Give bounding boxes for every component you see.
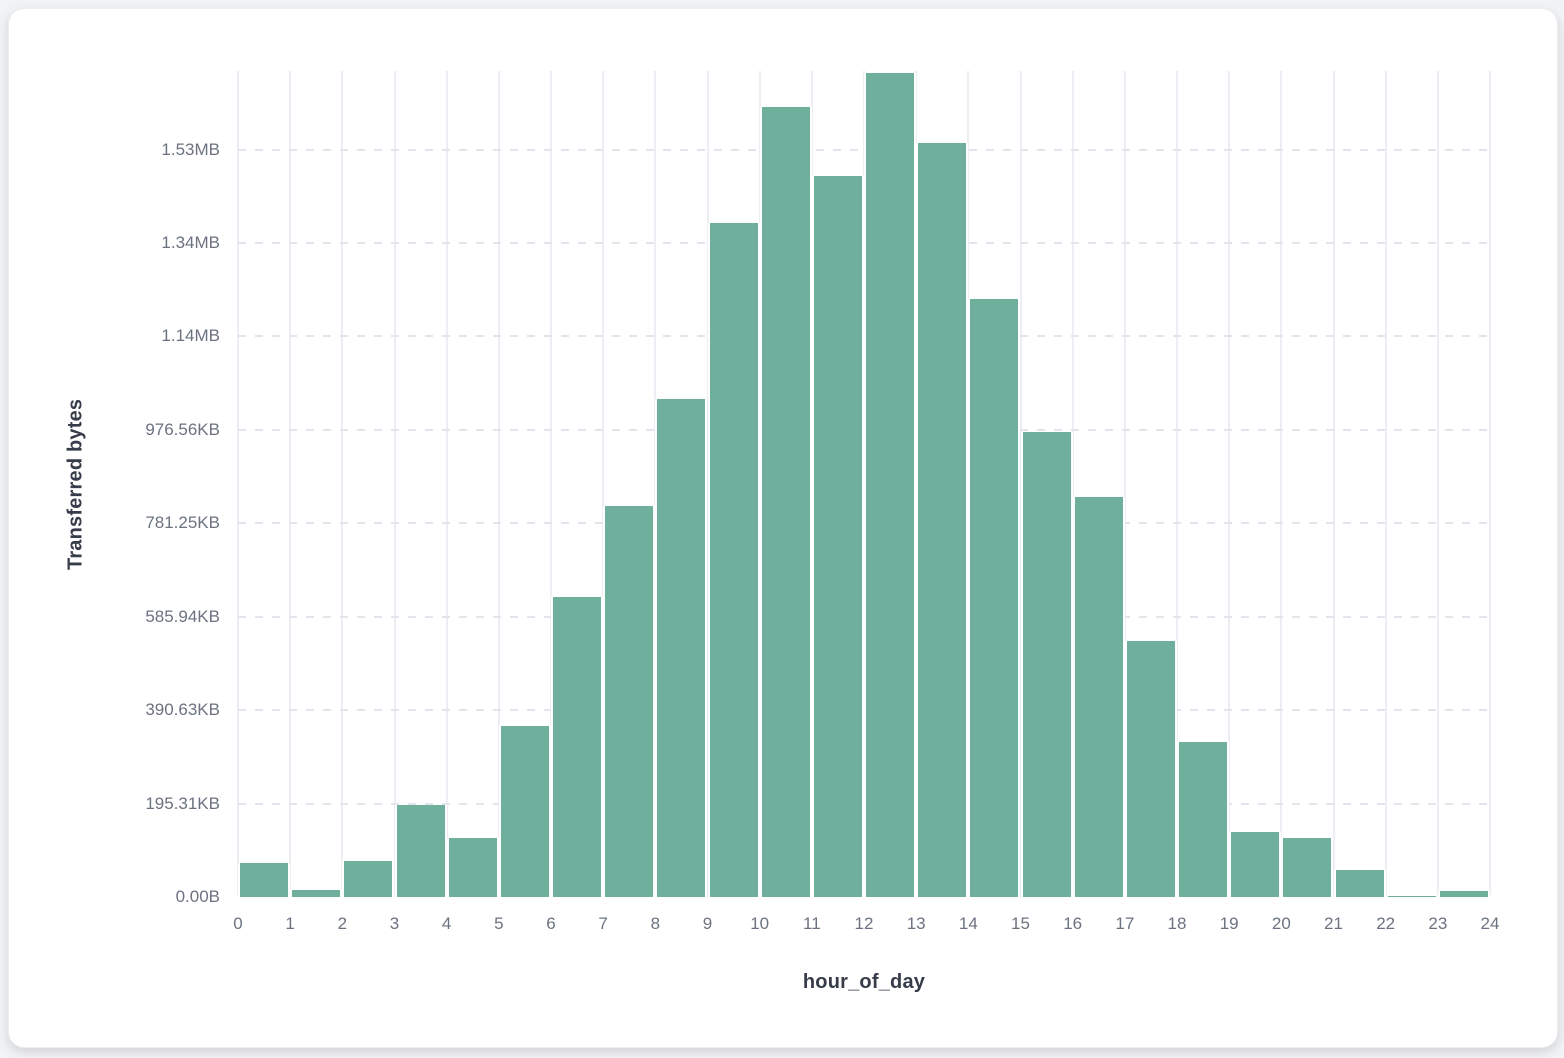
histogram-bar-hour-3[interactable] xyxy=(394,805,447,897)
y-tick-label: 390.63KB xyxy=(145,700,220,720)
histogram-bar-hour-17[interactable] xyxy=(1124,641,1177,897)
y-tick-label: 1.53MB xyxy=(161,139,220,159)
vertical-gridline xyxy=(497,71,500,897)
histogram-bar-hour-5[interactable] xyxy=(498,725,551,897)
y-axis-labels: 0.00B 195.31KB 390.63KB 585.94KB 781.25KB 976… xyxy=(9,71,220,907)
histogram-bar-hour-14[interactable] xyxy=(968,299,1021,897)
x-tick-label: 1 xyxy=(285,914,295,933)
x-tick-label: 7 xyxy=(598,914,608,933)
x-tick-label: 19 xyxy=(1219,914,1239,933)
vertical-gridline xyxy=(1489,71,1491,897)
vertical-gridline xyxy=(341,71,344,897)
vertical-gridline xyxy=(1071,71,1074,897)
histogram-bar-hour-11[interactable] xyxy=(811,175,864,897)
x-tick-label: 17 xyxy=(1115,914,1135,933)
histogram-bar-hour-0[interactable] xyxy=(238,863,291,897)
y-tick-label: 1.14MB xyxy=(161,326,220,346)
histogram-bar-hour-21[interactable] xyxy=(1333,870,1386,897)
x-axis-labels: 0 1 2 3 4 5 6 7 8 9 10 11 12 13 14 15 16 17 18 19 20 21 22 23 24 xyxy=(233,911,1499,937)
histogram-bar-hour-15[interactable] xyxy=(1020,432,1073,897)
histogram-bar-hour-22[interactable] xyxy=(1385,895,1438,897)
y-tick-label: 1.34MB xyxy=(161,232,220,252)
x-tick-label: 24 xyxy=(1480,914,1500,933)
x-tick-label: 9 xyxy=(702,914,713,933)
histogram-bar-hour-16[interactable] xyxy=(1072,496,1125,897)
histogram-bar-hour-10[interactable] xyxy=(759,107,812,897)
vertical-gridline xyxy=(1176,71,1178,897)
x-tick-label: 15 xyxy=(1011,914,1030,933)
vertical-gridline xyxy=(237,71,239,897)
histogram-bar-hour-9[interactable] xyxy=(707,222,760,897)
y-tick-label: 585.94KB xyxy=(145,606,220,626)
x-tick-label: 2 xyxy=(337,914,348,933)
histogram-bar-hour-13[interactable] xyxy=(916,143,969,897)
histogram-bar-hour-12[interactable] xyxy=(864,73,917,897)
histogram-bar-hour-6[interactable] xyxy=(551,596,604,897)
x-tick-label: 23 xyxy=(1428,914,1448,933)
chart-card: Transferred bytes 0.00B 195.31KB 390.63KB 5… xyxy=(8,8,1558,1048)
x-axis-title: hour_of_day xyxy=(802,971,926,993)
vertical-gridline xyxy=(393,71,396,897)
vertical-gridline xyxy=(550,71,552,897)
y-tick-label: 781.25KB xyxy=(145,513,220,533)
x-tick-label: 14 xyxy=(958,914,978,933)
x-tick-label: 13 xyxy=(906,914,926,933)
x-tick-label: 16 xyxy=(1063,914,1083,933)
histogram-bar-hour-7[interactable] xyxy=(603,505,656,897)
histogram-bar-hour-1[interactable] xyxy=(290,890,343,897)
histogram-bar-hour-23[interactable] xyxy=(1437,891,1490,897)
x-tick-label: 3 xyxy=(389,914,400,933)
x-tick-label: 18 xyxy=(1167,914,1187,933)
x-tick-label: 5 xyxy=(494,914,504,933)
vertical-gridline xyxy=(1280,71,1283,897)
vertical-gridline xyxy=(445,71,448,897)
x-tick-label: 12 xyxy=(854,914,874,933)
x-tick-label: 20 xyxy=(1271,914,1291,933)
x-tick-label: 6 xyxy=(546,914,556,933)
plot-area xyxy=(237,71,1491,897)
y-tick-label: 195.31KB xyxy=(145,793,220,813)
x-tick-label: 22 xyxy=(1376,914,1396,933)
histogram-bar-hour-2[interactable] xyxy=(342,861,395,897)
histogram-bar-hour-20[interactable] xyxy=(1281,838,1334,897)
x-tick-label: 8 xyxy=(650,914,661,933)
histogram-bar-hour-4[interactable] xyxy=(446,838,499,897)
x-tick-label: 0 xyxy=(233,914,243,933)
vertical-gridline xyxy=(1228,71,1231,897)
x-tick-label: 11 xyxy=(803,914,821,933)
x-tick-label: 10 xyxy=(750,914,770,933)
vertical-gridline xyxy=(1332,71,1335,897)
vertical-gridline xyxy=(289,71,292,897)
histogram-bar-hour-8[interactable] xyxy=(655,399,708,897)
vertical-gridline xyxy=(1123,71,1126,897)
histogram-bar-hour-18[interactable] xyxy=(1177,742,1230,897)
vertical-gridline xyxy=(1436,71,1439,897)
vertical-gridline xyxy=(602,71,605,897)
histogram-bar-hour-19[interactable] xyxy=(1229,832,1282,897)
x-tick-label: 21 xyxy=(1324,914,1343,933)
x-tick-label: 4 xyxy=(441,914,452,933)
y-tick-label: 0.00B xyxy=(175,887,220,906)
y-tick-label: 976.56KB xyxy=(145,419,220,439)
vertical-gridline xyxy=(1384,71,1387,897)
